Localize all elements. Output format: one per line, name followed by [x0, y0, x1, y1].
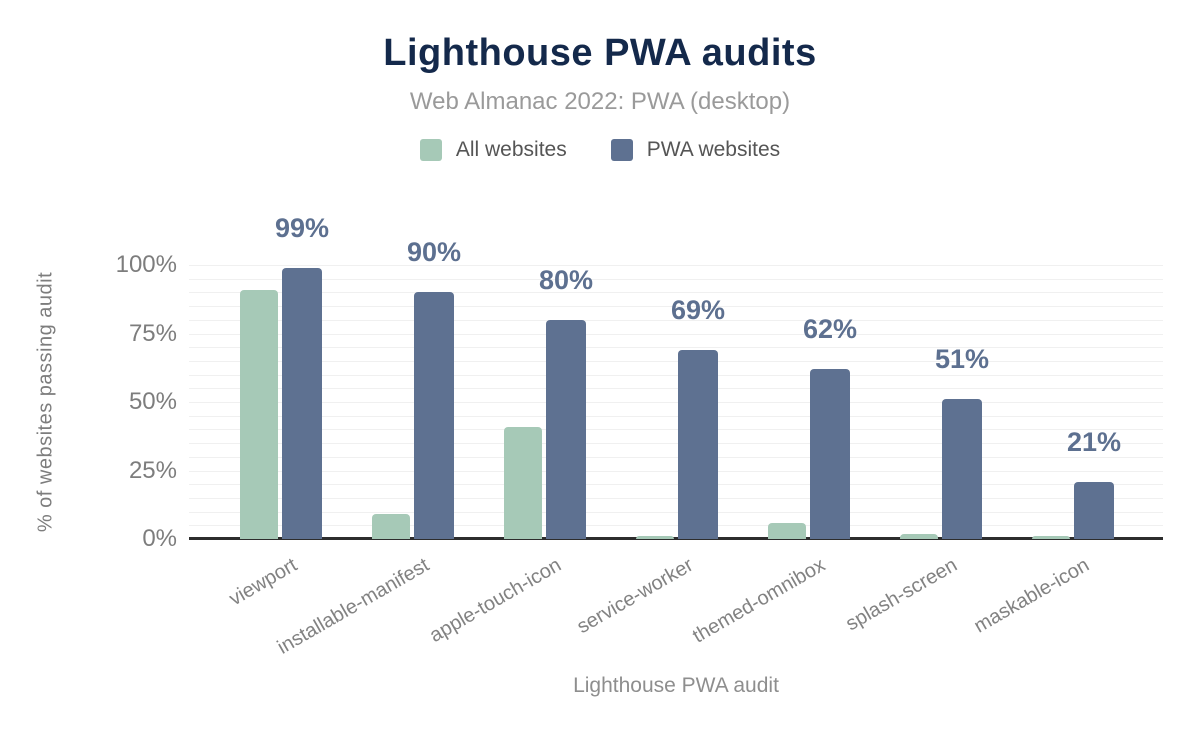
- gridline-100: [189, 265, 1163, 266]
- data-label-pwa-websites-apple-touch-icon: 80%: [538, 264, 594, 295]
- data-label-pwa-websites-themed-omnibox: 62%: [802, 314, 858, 345]
- x-tick-label-maskable-icon: maskable-icon: [970, 554, 1093, 638]
- data-label-pwa-websites-viewport: 99%: [274, 212, 330, 243]
- bar-all-websites-maskable-icon: [1032, 536, 1070, 539]
- bar-pwa-websites-apple-touch-icon: [546, 319, 586, 539]
- data-label-pwa-websites-maskable-icon: 21%: [1066, 426, 1122, 457]
- legend-label-pwa-websites: PWA websites: [646, 138, 781, 161]
- legend-item-all-websites: All websites: [419, 138, 567, 162]
- gridline-5: [189, 525, 1163, 527]
- y-tick-label-25: 25%: [128, 456, 177, 484]
- chart-subtitle: Web Almanac 2022: PWA (desktop): [409, 88, 791, 115]
- x-tick-label-viewport: viewport: [225, 554, 301, 611]
- gridline-50: [189, 402, 1163, 403]
- bar-pwa-websites-themed-omnibox: [810, 369, 850, 539]
- bar-all-websites-installable-manifest: [372, 514, 410, 539]
- y-tick-label-0: 0%: [142, 525, 177, 552]
- gridline-60: [189, 374, 1163, 376]
- data-label-pwa-websites-splash-screen: 51%: [934, 344, 990, 375]
- gridline-65: [189, 360, 1163, 362]
- gridline-15: [189, 497, 1163, 499]
- gridline-25: [189, 470, 1163, 472]
- chart-title: Lighthouse PWA audits: [383, 32, 817, 74]
- gridline-30: [189, 456, 1163, 458]
- x-tick-label-splash-screen: splash-screen: [842, 554, 961, 636]
- x-tick-label-installable-manifest: installable-manifest: [273, 554, 433, 659]
- bar-all-websites-viewport: [240, 289, 278, 539]
- gridline-85: [189, 306, 1163, 308]
- bar-all-websites-themed-omnibox: [768, 522, 806, 539]
- gridline-95: [189, 278, 1163, 280]
- legend-swatch-pwa-websites: [610, 139, 633, 161]
- gridline-40: [189, 429, 1163, 431]
- data-label-pwa-websites-installable-manifest: 90%: [406, 237, 462, 268]
- legend-item-pwa-websites: PWA websites: [610, 138, 781, 162]
- gridline-20: [189, 484, 1163, 486]
- bar-pwa-websites-splash-screen: [942, 399, 982, 539]
- bar-pwa-websites-maskable-icon: [1074, 481, 1114, 539]
- gridline-75: [189, 333, 1163, 335]
- gridline-35: [189, 443, 1163, 445]
- x-axis-title: Lighthouse PWA audit: [573, 674, 779, 697]
- x-tick-label-apple-touch-icon: apple-touch-icon: [425, 554, 565, 647]
- x-axis-line: [189, 537, 1163, 540]
- y-tick-label-100: 100%: [115, 251, 177, 278]
- gridline-90: [189, 292, 1163, 294]
- bar-all-websites-service-worker: [636, 536, 674, 539]
- gridline-80: [189, 319, 1163, 321]
- gridline-45: [189, 415, 1163, 417]
- bar-pwa-websites-service-worker: [678, 349, 718, 539]
- legend-label-all-websites: All websites: [455, 138, 567, 161]
- bar-all-websites-apple-touch-icon: [504, 426, 542, 539]
- x-tick-label-service-worker: service-worker: [573, 554, 697, 639]
- gridline-10: [189, 511, 1163, 513]
- bar-pwa-websites-installable-manifest: [414, 292, 454, 539]
- x-tick-label-themed-omnibox: themed-omnibox: [688, 554, 829, 648]
- y-tick-label-50: 50%: [128, 388, 177, 415]
- gridline-55: [189, 388, 1163, 390]
- bar-pwa-websites-viewport: [282, 267, 322, 539]
- gridline-70: [189, 347, 1163, 349]
- legend-swatch-all-websites: [419, 139, 442, 161]
- chart-legend: All websites PWA websites: [0, 138, 1200, 162]
- bar-all-websites-splash-screen: [900, 533, 938, 539]
- data-label-pwa-websites-service-worker: 69%: [670, 294, 726, 325]
- y-tick-label-75: 75%: [128, 319, 177, 347]
